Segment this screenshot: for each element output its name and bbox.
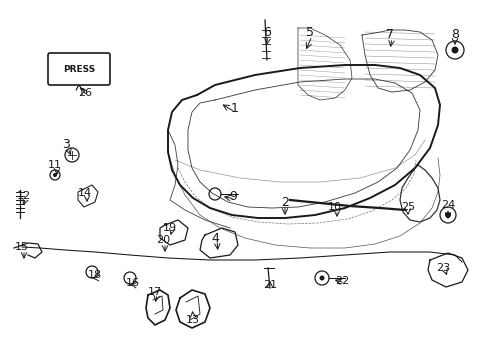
Text: 26: 26 [78,88,92,98]
Circle shape [450,46,458,54]
FancyBboxPatch shape [48,53,110,85]
Text: 21: 21 [263,280,277,290]
Text: 22: 22 [334,276,348,286]
Text: 6: 6 [263,27,270,40]
Text: 24: 24 [440,200,454,210]
Text: 7: 7 [385,28,393,41]
Text: 19: 19 [163,223,177,233]
Text: 2: 2 [281,195,288,208]
Text: 8: 8 [450,28,458,41]
Text: 5: 5 [305,27,313,40]
Circle shape [444,212,450,218]
Text: 3: 3 [62,139,70,152]
Text: 14: 14 [78,188,92,198]
Text: 17: 17 [148,287,162,297]
Text: 13: 13 [185,315,200,325]
Text: 16: 16 [126,278,140,288]
Text: 20: 20 [156,235,170,245]
Circle shape [53,173,57,177]
Text: 12: 12 [17,191,31,201]
Text: 23: 23 [435,263,449,273]
Text: 18: 18 [88,270,102,280]
Text: 11: 11 [48,160,62,170]
Text: PRESS: PRESS [63,64,95,73]
Text: 15: 15 [15,242,29,252]
Text: 4: 4 [211,231,219,244]
Text: 9: 9 [228,189,237,202]
Text: 25: 25 [400,202,414,212]
Text: 1: 1 [231,102,239,114]
Text: 10: 10 [327,202,341,212]
Circle shape [319,275,324,280]
